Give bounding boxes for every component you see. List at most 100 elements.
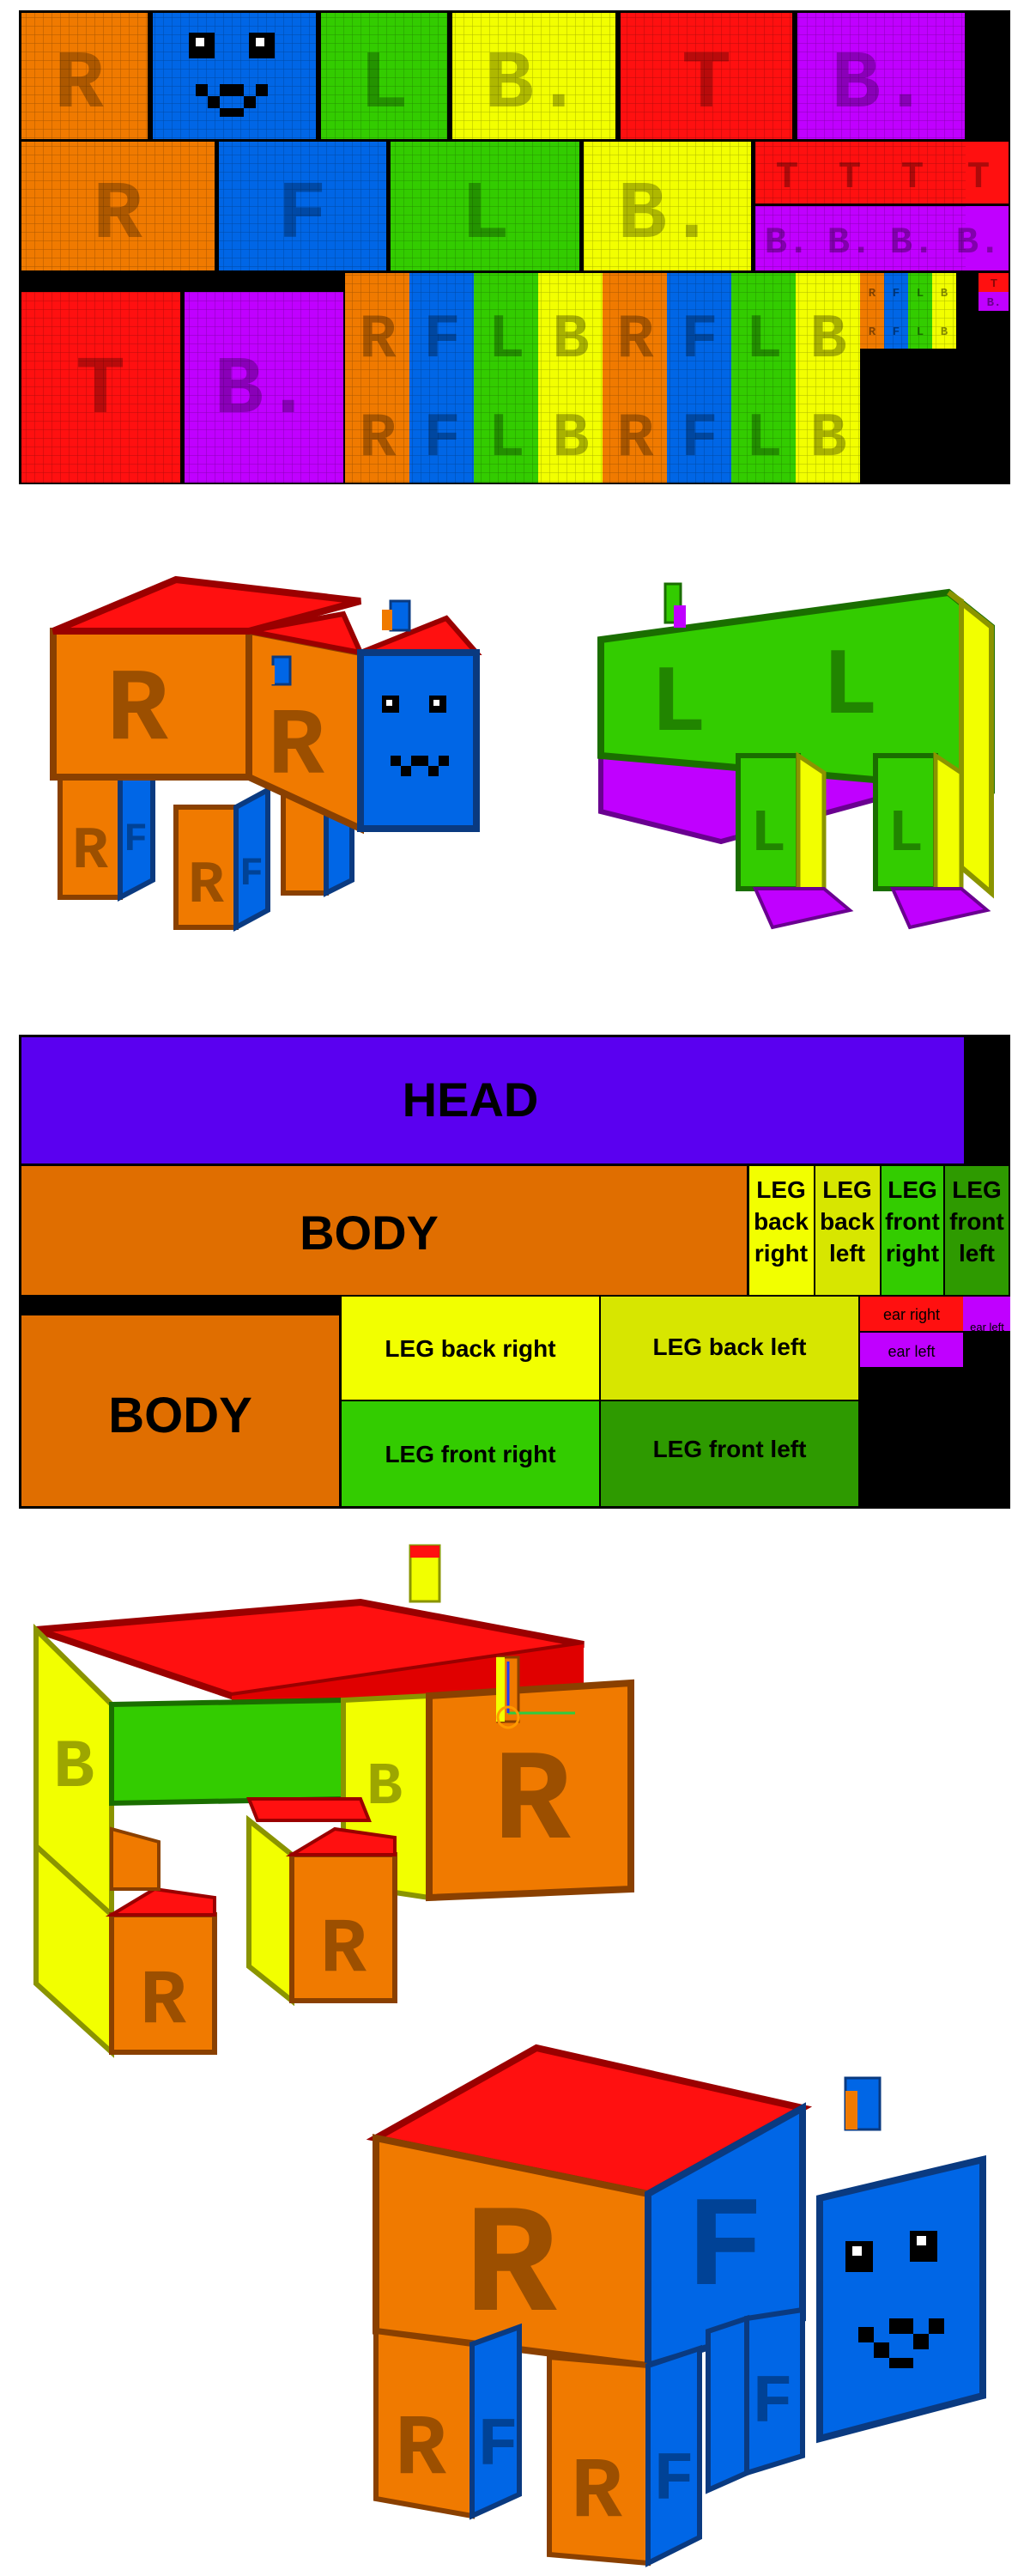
model-leg-letter-2: R (188, 853, 224, 920)
exploded-front-letter-r3: R (571, 2445, 622, 2543)
uv-lbr-1: LEG (756, 1176, 806, 1203)
texture-letter-bb1: B. (831, 38, 930, 131)
exploded-face-panel (816, 2154, 986, 2444)
texture-leg-letter-8: B (809, 305, 846, 375)
uv-leg-front-right-wide (342, 1401, 599, 1506)
texture-face (189, 33, 275, 117)
uv-leg-front-right-label: LEG front right (385, 1441, 555, 1467)
texture-ear-letter-l2: L (917, 325, 924, 339)
uv-lfl-3: left (959, 1240, 995, 1267)
uv-ear-right-label: ear right (883, 1306, 940, 1323)
texture-ear-letter-r2: R (869, 325, 876, 339)
uv-leg-front-left-wide (601, 1401, 858, 1506)
uv-lfl-1: LEG (952, 1176, 1002, 1203)
uv-lfr-2: front (885, 1208, 940, 1235)
texture-leg-letter-1: R (359, 305, 397, 375)
uv-lbr-2: back (754, 1208, 809, 1235)
exploded-front-letter-f4: F (752, 2365, 793, 2443)
model-right-letter-1: L (650, 652, 706, 759)
texture-ear-letter-f2: F (893, 325, 900, 339)
uv-leg-front-left (945, 1166, 1009, 1295)
texture-ear-letter-r: R (869, 287, 876, 301)
exploded-front-letter-r: R (464, 2182, 557, 2357)
model-right-letter-3: L (750, 801, 786, 869)
uv-lbr-3: right (754, 1240, 808, 1267)
texture-leg-letter-3: L (488, 305, 524, 375)
model-textured-right: L L L L (597, 582, 995, 930)
texture-leg-letter-13: R (616, 404, 654, 474)
model-exploded-back: R R R B B (33, 1544, 634, 2058)
texture-leg-letter-5: R (616, 305, 654, 375)
exploded-back-letter-r2: R (140, 1959, 186, 2046)
uv-leg-back-right (749, 1166, 814, 1295)
texture-letter-r2: R (93, 168, 142, 262)
texture-leg-letter-10: F (423, 404, 460, 474)
texture-ear-bottom (978, 292, 1009, 311)
texture-leg-letter-12: B (552, 404, 589, 474)
texture-ear-letter-b2: B (941, 325, 948, 339)
texture-letter-bb-b: B. (827, 222, 873, 264)
uv-ear-left-label: ear left (888, 1343, 935, 1360)
texture-ear-top (978, 273, 1009, 292)
uv-map: HEAD BODY BODY LEG back right LEG back l… (19, 1035, 1010, 1509)
uv-ear-left (860, 1333, 963, 1367)
exploded-front-letter-f3: F (653, 2442, 694, 2520)
exploded-back-letter-r: R (494, 1731, 571, 1877)
uv-head (21, 1037, 964, 1163)
uv-leg-back-left-label: LEG back left (653, 1334, 807, 1360)
uv-leg-back-right-wide (342, 1297, 599, 1400)
texture-letter-bb-a: B. (765, 222, 810, 264)
uv-body-label: BODY (300, 1206, 439, 1260)
model-right-letter-4: L (888, 801, 924, 869)
texture-grid-lower (21, 273, 957, 483)
texture-letter-t-a: T (776, 156, 798, 199)
uv-ear-right (860, 1297, 963, 1331)
texture-ear-letter-l: L (917, 287, 924, 301)
uv-lfr-3: right (886, 1240, 939, 1267)
model-body-letter: R (106, 653, 168, 770)
texture-leg-letter-16: B (809, 404, 846, 474)
texture-leg-letter-11: L (488, 404, 524, 474)
texture-ear-letter-f: F (893, 287, 900, 301)
gizmo-rotate-handle[interactable] (496, 1705, 520, 1729)
texture-letter-r1: R (54, 38, 104, 131)
uv-leg-back-left (815, 1166, 880, 1295)
texture-ear-letter-bb: B. (987, 296, 1002, 310)
exploded-front-letter-f2: F (477, 2408, 518, 2486)
texture-letter-b3: B. (214, 343, 312, 437)
texture-leg-letter-7: L (745, 305, 782, 375)
uv-lbl-1: LEG (822, 1176, 872, 1203)
texture-letter-t3: T (76, 343, 125, 437)
model-leg-letter-1: R (72, 818, 108, 886)
texture-ear-letter-t: T (991, 277, 997, 291)
texture-letter-t-c: T (901, 156, 924, 199)
model-leg-letter-4: F (239, 852, 264, 896)
uv-ear-left-tiny (963, 1297, 1010, 1331)
texture-sheet: R L B. T B. R F L B. T B. T T T T B. B. … (19, 10, 1010, 484)
uv-lbl-2: back (820, 1208, 875, 1235)
uv-lfr-1: LEG (888, 1176, 937, 1203)
uv-leg-back-right-label: LEG back right (385, 1335, 555, 1362)
texture-ear-letter-b: B (941, 287, 948, 301)
uv-body2-label: BODY (108, 1388, 252, 1443)
uv-body-2 (21, 1315, 339, 1506)
uv-leg-front-left-label: LEG front left (653, 1436, 807, 1462)
texture-letter-t-b: T (839, 156, 861, 199)
exploded-back-letter-b2: B (367, 1754, 403, 1822)
texture-letter-b1: B. (484, 38, 583, 131)
texture-leg-letter-15: L (745, 404, 782, 474)
texture-letter-t1: T (682, 38, 731, 131)
model-leg-letter-3: F (124, 817, 148, 862)
model-textured-left: R R R R F F (50, 575, 482, 933)
texture-leg-letter-2: F (423, 305, 460, 375)
exploded-front-letter-f: F (687, 2178, 764, 2324)
texture-letter-l2: L (460, 168, 510, 262)
model-body-letter-2: R (268, 695, 324, 802)
model-exploded-front: R F R R F F F (366, 2044, 986, 2567)
texture-leg-letter-9: R (359, 404, 397, 474)
texture-grid-upper (21, 13, 966, 270)
uv-leg-back-left-wide (601, 1297, 858, 1400)
uv-head-label: HEAD (403, 1072, 539, 1127)
exploded-back-letter-r3: R (320, 1907, 367, 1995)
